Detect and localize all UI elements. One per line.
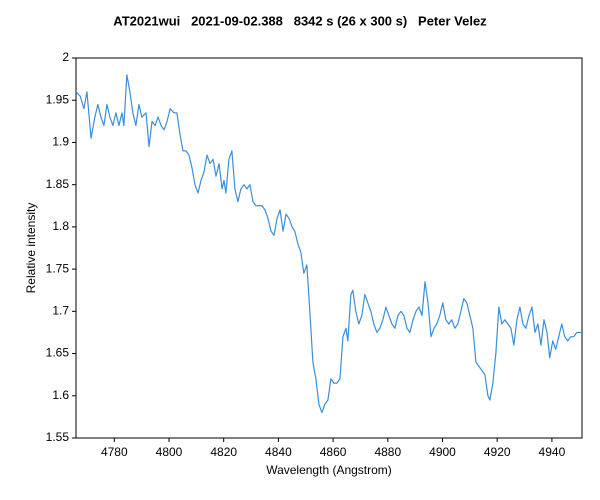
y-tick-label: 1.85 bbox=[46, 177, 70, 191]
y-tick-label: 2 bbox=[62, 50, 69, 64]
x-tick-label: 4840 bbox=[265, 445, 292, 459]
y-tick-label: 1.6 bbox=[52, 388, 69, 402]
chart-title: AT2021wui 2021-09-02.388 8342 s (26 x 30… bbox=[113, 13, 487, 28]
y-tick-label: 1.8 bbox=[52, 219, 69, 233]
x-tick-label: 4820 bbox=[210, 445, 237, 459]
x-tick-label: 4860 bbox=[320, 445, 347, 459]
x-tick-label: 4940 bbox=[539, 445, 566, 459]
x-tick-label: 4900 bbox=[429, 445, 456, 459]
plot-frame bbox=[75, 57, 583, 439]
x-tick-label: 4880 bbox=[374, 445, 401, 459]
x-tick-label: 4800 bbox=[156, 445, 183, 459]
spectrum-line bbox=[75, 74, 582, 414]
x-tick-label: 4780 bbox=[101, 445, 128, 459]
x-axis-label: Wavelength (Angstrom) bbox=[266, 463, 392, 477]
y-tick-label: 1.7 bbox=[52, 304, 69, 318]
y-tick-label: 1.55 bbox=[46, 430, 70, 444]
y-tick-label: 1.9 bbox=[52, 135, 69, 149]
y-tick-label: 1.75 bbox=[46, 261, 70, 275]
y-tick-label: 1.65 bbox=[46, 346, 70, 360]
y-axis-label: Relative intensity bbox=[24, 203, 38, 294]
y-tick-label: 1.95 bbox=[46, 92, 70, 106]
x-tick-label: 4920 bbox=[484, 445, 511, 459]
